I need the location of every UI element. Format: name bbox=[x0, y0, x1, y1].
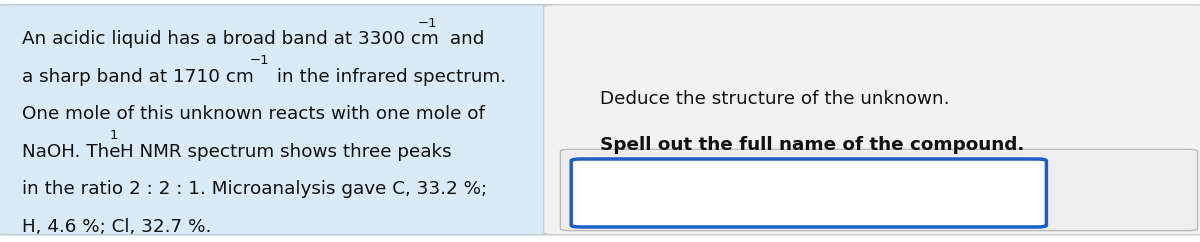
Text: −1: −1 bbox=[418, 17, 437, 30]
Text: One mole of this unknown reacts with one mole of: One mole of this unknown reacts with one… bbox=[22, 105, 485, 123]
Text: NaOH. The: NaOH. The bbox=[22, 143, 126, 161]
Text: H NMR spectrum shows three peaks: H NMR spectrum shows three peaks bbox=[120, 143, 451, 161]
FancyBboxPatch shape bbox=[571, 159, 1046, 227]
Text: a sharp band at 1710 cm: a sharp band at 1710 cm bbox=[22, 68, 253, 86]
Text: and: and bbox=[444, 30, 485, 48]
Text: −1: −1 bbox=[250, 54, 269, 68]
Text: 1: 1 bbox=[109, 129, 118, 143]
Text: Spell out the full name of the compound.: Spell out the full name of the compound. bbox=[600, 136, 1025, 153]
Text: H, 4.6 %; Cl, 32.7 %.: H, 4.6 %; Cl, 32.7 %. bbox=[22, 218, 211, 236]
FancyBboxPatch shape bbox=[0, 5, 564, 235]
FancyBboxPatch shape bbox=[544, 5, 1200, 235]
FancyBboxPatch shape bbox=[560, 149, 1198, 231]
Text: in the ratio 2 : 2 : 1. Microanalysis gave C, 33.2 %;: in the ratio 2 : 2 : 1. Microanalysis ga… bbox=[22, 180, 487, 198]
Text: Deduce the structure of the unknown.: Deduce the structure of the unknown. bbox=[600, 90, 949, 107]
Text: in the infrared spectrum.: in the infrared spectrum. bbox=[271, 68, 506, 86]
Text: An acidic liquid has a broad band at 3300 cm: An acidic liquid has a broad band at 330… bbox=[22, 30, 438, 48]
